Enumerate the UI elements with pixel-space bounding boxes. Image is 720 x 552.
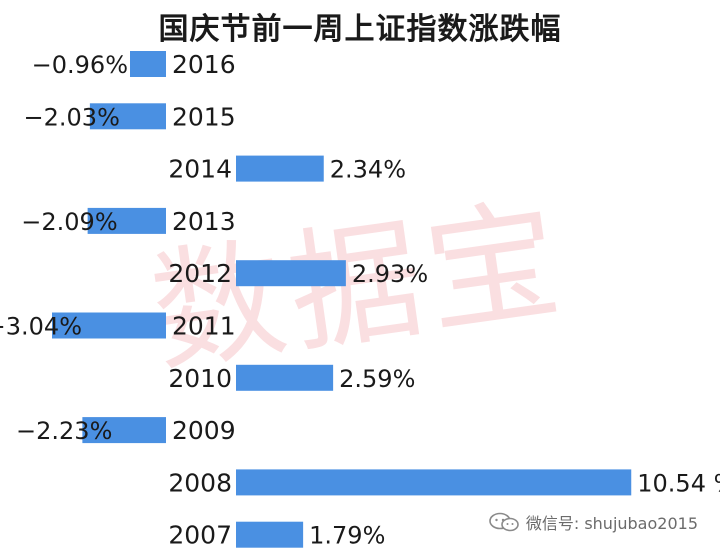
bar-2015 (89, 103, 166, 130)
footer-account-label: 微信号: shujubao2015 (525, 514, 698, 533)
category-label-2012: 2012 (168, 259, 232, 288)
value-label-2011: −3.04% (0, 313, 82, 341)
category-label-2011: 2011 (172, 312, 236, 341)
category-label-2013: 2013 (172, 207, 236, 236)
bar-2014 (236, 155, 324, 182)
bar-2008 (236, 469, 632, 496)
wechat-icon (489, 512, 519, 532)
category-label-2014: 2014 (168, 155, 232, 184)
value-label-2008: 10.54 % (637, 469, 720, 497)
chart-title: 国庆节前一周上证指数涨跌幅 (158, 12, 562, 47)
category-label-2009: 2009 (172, 416, 236, 445)
bar-2013 (87, 207, 166, 234)
value-label-2015: −2.03% (24, 103, 120, 131)
bar-2010 (236, 364, 334, 391)
bar-2007 (236, 521, 304, 548)
category-label-2008: 2008 (168, 468, 232, 497)
category-label-2015: 2015 (172, 102, 236, 131)
value-label-2016: −0.96% (32, 51, 128, 79)
footer: 微信号: shujubao2015 (488, 510, 698, 534)
value-label-2007: 1.79% (309, 522, 385, 550)
bar-2012 (236, 260, 346, 287)
value-label-2009: −2.23% (16, 417, 112, 445)
value-label-2012: 2.93% (352, 260, 428, 288)
value-label-2010: 2.59% (339, 365, 415, 393)
bar-2011 (52, 312, 166, 339)
category-label-2010: 2010 (168, 364, 232, 393)
category-label-2016: 2016 (172, 50, 236, 79)
value-label-2014: 2.34% (330, 156, 406, 184)
bar-2009 (82, 417, 166, 444)
value-label-2013: −2.09% (21, 208, 117, 236)
category-label-2007: 2007 (168, 521, 232, 550)
bar-2016 (130, 51, 166, 77)
